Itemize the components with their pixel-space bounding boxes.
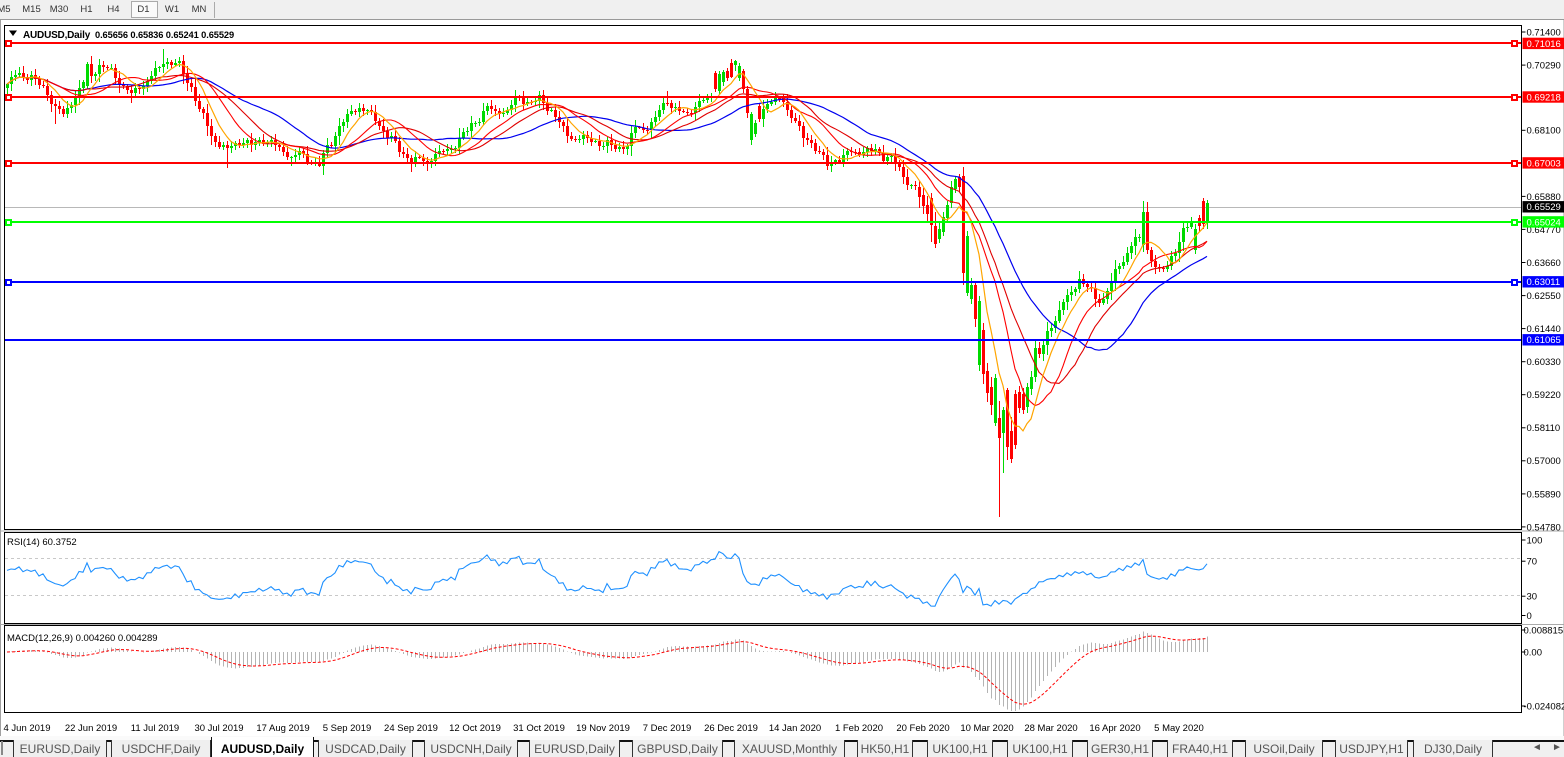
- svg-text:0.59220: 0.59220: [1527, 390, 1561, 401]
- svg-text:17 Aug 2019: 17 Aug 2019: [256, 723, 309, 734]
- svg-text:0.65529: 0.65529: [1527, 202, 1561, 213]
- svg-text:5 May 2020: 5 May 2020: [1154, 723, 1204, 734]
- svg-text:0.65024: 0.65024: [1527, 217, 1561, 228]
- svg-text:0.67003: 0.67003: [1527, 158, 1561, 169]
- svg-text:0.63011: 0.63011: [1527, 277, 1561, 288]
- svg-text:0.58110: 0.58110: [1527, 423, 1561, 434]
- svg-text:70: 70: [1527, 557, 1538, 568]
- svg-text:0.57000: 0.57000: [1527, 456, 1561, 467]
- svg-text:0.65880: 0.65880: [1527, 192, 1561, 203]
- svg-text:5 Sep 2019: 5 Sep 2019: [323, 723, 372, 734]
- svg-text:100: 100: [1527, 535, 1543, 546]
- svg-text:0.71400: 0.71400: [1527, 27, 1561, 38]
- svg-text:0.70290: 0.70290: [1527, 61, 1561, 72]
- svg-text:0.64770: 0.64770: [1527, 225, 1561, 236]
- svg-text:4 Jun 2019: 4 Jun 2019: [3, 723, 50, 734]
- svg-text:0.55890: 0.55890: [1527, 489, 1561, 500]
- svg-text:26 Dec 2019: 26 Dec 2019: [704, 723, 758, 734]
- svg-text:10 Mar 2020: 10 Mar 2020: [960, 723, 1013, 734]
- svg-text:31 Oct 2019: 31 Oct 2019: [513, 723, 565, 734]
- svg-text:1 Feb 2020: 1 Feb 2020: [835, 723, 883, 734]
- svg-text:0: 0: [1527, 611, 1532, 622]
- svg-text:0.60330: 0.60330: [1527, 357, 1561, 368]
- svg-text:30 Jul 2019: 30 Jul 2019: [194, 723, 243, 734]
- svg-text:-0.024082: -0.024082: [1524, 701, 1564, 712]
- svg-text:AUDUSD,Daily: AUDUSD,Daily: [23, 30, 91, 41]
- svg-text:14 Jan 2020: 14 Jan 2020: [769, 723, 821, 734]
- svg-text:0.54780: 0.54780: [1527, 522, 1561, 533]
- svg-text:28 Mar 2020: 28 Mar 2020: [1024, 723, 1077, 734]
- svg-text:19 Nov 2019: 19 Nov 2019: [576, 723, 630, 734]
- svg-text:16 Apr 2020: 16 Apr 2020: [1089, 723, 1140, 734]
- svg-text:0.68100: 0.68100: [1527, 126, 1561, 137]
- svg-text:22 Jun 2019: 22 Jun 2019: [65, 723, 117, 734]
- svg-text:0.00: 0.00: [1524, 647, 1543, 658]
- svg-text:0.62550: 0.62550: [1527, 291, 1561, 302]
- svg-text:0.008815: 0.008815: [1524, 625, 1564, 636]
- svg-text:11 Jul 2019: 11 Jul 2019: [131, 723, 179, 734]
- svg-text:0.61440: 0.61440: [1527, 324, 1561, 335]
- svg-text:MACD(12,26,9) 0.004260 0.00428: MACD(12,26,9) 0.004260 0.004289: [7, 633, 158, 644]
- svg-text:0.63660: 0.63660: [1527, 258, 1561, 269]
- svg-text:30: 30: [1527, 592, 1538, 603]
- svg-text:12 Oct 2019: 12 Oct 2019: [449, 723, 501, 734]
- svg-text:24 Sep 2019: 24 Sep 2019: [384, 723, 438, 734]
- svg-text:0.61065: 0.61065: [1527, 335, 1561, 346]
- svg-text:20 Feb 2020: 20 Feb 2020: [896, 723, 949, 734]
- svg-text:0.65656 0.65836 0.65241 0.6552: 0.65656 0.65836 0.65241 0.65529: [95, 30, 234, 40]
- svg-text:0.69218: 0.69218: [1527, 92, 1561, 103]
- svg-text:0.71016: 0.71016: [1527, 39, 1561, 50]
- svg-text:RSI(14) 60.3752: RSI(14) 60.3752: [7, 537, 77, 548]
- svg-text:7 Dec 2019: 7 Dec 2019: [643, 723, 692, 734]
